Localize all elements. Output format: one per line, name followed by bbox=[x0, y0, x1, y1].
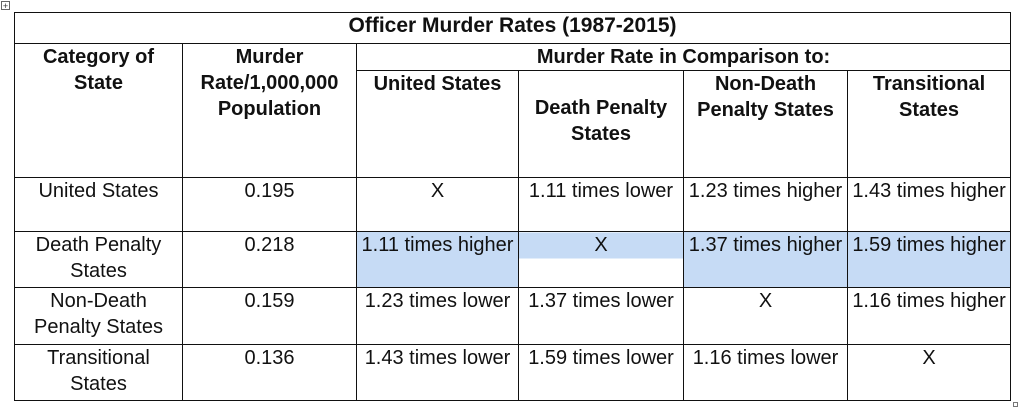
header-category: Category of State bbox=[14, 43, 183, 178]
row-rate: 0.159 bbox=[182, 287, 357, 345]
comparison-cell: X bbox=[846, 343, 1012, 402]
comparison-cell-highlighted: 1.11 times higher bbox=[356, 231, 519, 289]
row-category: United States bbox=[14, 176, 183, 233]
comparison-cell: 1.59 times lower bbox=[518, 343, 684, 402]
comparison-cell: 1.11 times lower bbox=[518, 176, 684, 233]
table-resize-handle-icon[interactable] bbox=[1013, 402, 1018, 407]
header-col-non-death-penalty: Non-Death Penalty States bbox=[683, 70, 848, 178]
title-row: Officer Murder Rates (1987-2015) bbox=[13, 11, 1012, 45]
comparison-cell: 1.37 times lower bbox=[518, 287, 684, 345]
murder-rates-table: Officer Murder Rates (1987-2015) Categor… bbox=[13, 11, 1012, 402]
comparison-cell-highlighted: 1.59 times higher bbox=[846, 231, 1012, 289]
header-col-transitional: Transitional States bbox=[846, 70, 1012, 178]
header-col-united-states: United States bbox=[356, 70, 519, 178]
comparison-cell: 1.16 times lower bbox=[683, 343, 848, 402]
row-rate: 0.136 bbox=[182, 343, 357, 402]
table-row: Non-Death Penalty States 0.159 1.23 time… bbox=[14, 287, 1012, 345]
table-row: Transitional States 0.136 1.43 times low… bbox=[14, 343, 1012, 402]
group-header-row: Category of State Murder Rate/1,000,000 … bbox=[14, 43, 1012, 178]
table-row: United States 0.195 X 1.11 times lower 1… bbox=[14, 176, 1012, 233]
header-comparison-group: Murder Rate in Comparison to: bbox=[355, 43, 1012, 72]
comparison-cell: 1.23 times lower bbox=[356, 287, 519, 345]
row-category: Transitional States bbox=[14, 343, 183, 402]
comparison-cell: 1.43 times lower bbox=[356, 343, 519, 402]
table-move-handle-icon[interactable]: + bbox=[1, 1, 10, 11]
table-title: Officer Murder Rates (1987-2015) bbox=[13, 11, 1012, 45]
header-murder-rate: Murder Rate/1,000,000 Population bbox=[182, 43, 357, 178]
comparison-cell: 1.23 times higher bbox=[683, 176, 848, 233]
comparison-cell-highlighted: 1.37 times higher bbox=[683, 231, 848, 289]
table-row: Death Penalty States 0.218 1.11 times hi… bbox=[14, 231, 1012, 289]
row-rate: 0.218 bbox=[182, 231, 357, 289]
comparison-cell: X bbox=[356, 176, 519, 233]
row-category: Non-Death Penalty States bbox=[14, 287, 183, 345]
comparison-cell: X bbox=[683, 287, 848, 345]
row-rate: 0.195 bbox=[182, 176, 357, 233]
column-header-row: United States Death Penalty States Non-D… bbox=[15, 70, 1012, 178]
comparison-cell: 1.16 times higher bbox=[846, 287, 1012, 345]
comparison-cell-highlighted: X bbox=[518, 231, 684, 289]
header-col-death-penalty: Death Penalty States bbox=[518, 70, 684, 178]
comparison-cell: 1.43 times higher bbox=[846, 176, 1012, 233]
row-category: Death Penalty States bbox=[14, 231, 183, 289]
